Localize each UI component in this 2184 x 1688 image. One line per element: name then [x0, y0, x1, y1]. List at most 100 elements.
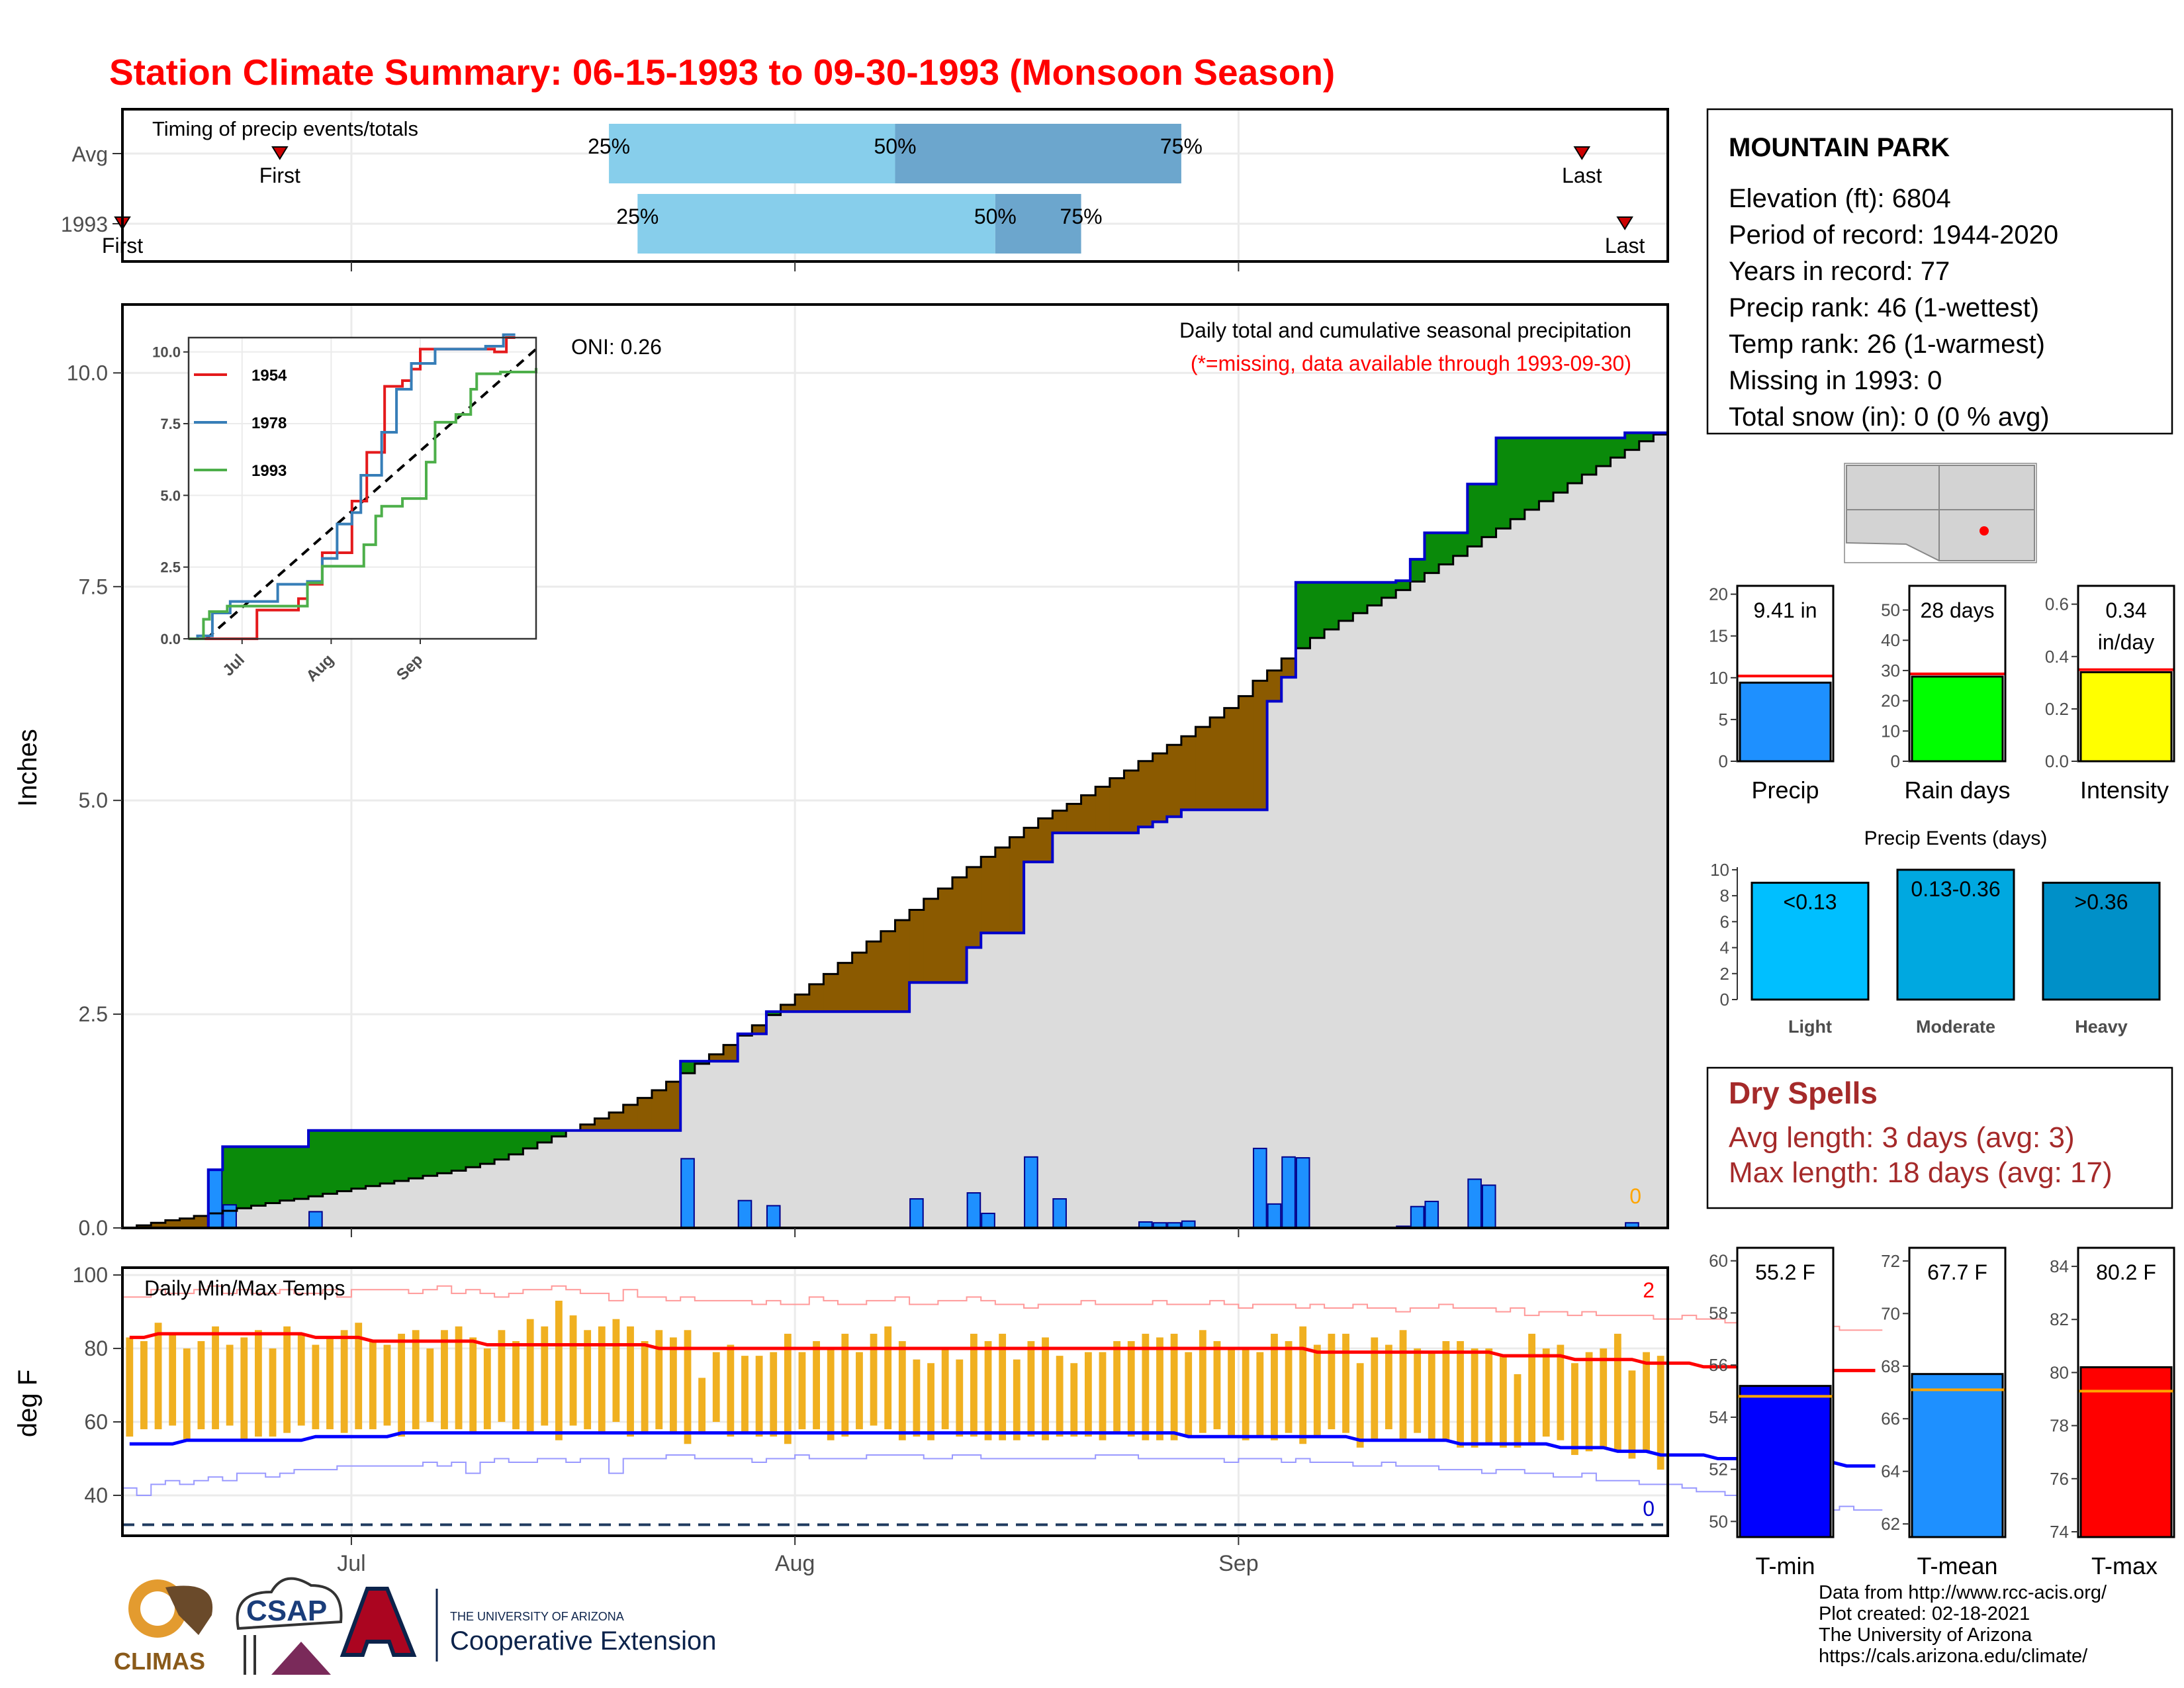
ua-logo-line2: Cooperative Extension [450, 1626, 716, 1656]
daily-temp-range-bar [698, 1378, 706, 1433]
daily-temp-range-bar [584, 1330, 592, 1430]
daily-temp-range-bar [498, 1330, 506, 1423]
mini-bar-ytick-label: 74 [2050, 1522, 2069, 1542]
above-average-area [1553, 438, 1569, 493]
timing-bar-50-75 [895, 124, 1181, 183]
daily-temp-range-bar [1643, 1352, 1650, 1452]
above-average-area [437, 1130, 452, 1174]
daily-temp-range-bar [1414, 1348, 1422, 1433]
credit-line: The University of Arizona [1819, 1624, 2032, 1646]
above-average-area [279, 1147, 295, 1201]
below-average-area [880, 931, 896, 1012]
data-credits: Data from http://www.rcc-acis.org/ Plot … [1819, 1582, 2107, 1667]
mini-bar-ytick-label: 60 [1709, 1251, 1728, 1271]
daily-temp-range-bar [1385, 1344, 1392, 1430]
below-average-area [666, 1082, 681, 1131]
above-average-area [1324, 582, 1340, 630]
precip-frame [121, 303, 1669, 1229]
below-average-area [895, 920, 910, 1012]
daily-precip-bar [1267, 1203, 1282, 1229]
above-average-area [1310, 582, 1325, 638]
below-average-area [952, 877, 968, 983]
daily-temp-range-bar [1457, 1340, 1464, 1448]
daily-temp-range-bar [1600, 1348, 1608, 1448]
events-category-label: Light [1788, 1017, 1832, 1037]
daily-temp-range-bar [1328, 1333, 1336, 1430]
csap-logo: CSAP [236, 1577, 343, 1675]
daily-temp-range-bar [784, 1333, 792, 1444]
daily-temp-range-bar [655, 1330, 663, 1430]
above-average-area [1510, 438, 1525, 520]
inset-legend-label: 1954 [251, 367, 287, 385]
events-bar [2042, 882, 2161, 1001]
precip-ylabel: Inches [13, 729, 42, 807]
dry-spells-max: Max length: 18 days (avg: 17) [1729, 1156, 2113, 1189]
below-average-area [151, 1223, 166, 1228]
above-average-area [1524, 438, 1540, 510]
above-average-area [1439, 532, 1454, 565]
events-ytick-label: 2 [1720, 964, 1729, 984]
mini-bar-ytick-label: 72 [1881, 1251, 1900, 1271]
below-average-area [1095, 786, 1111, 833]
daily-temp-range-bar [555, 1300, 563, 1440]
daily-precip-bar [766, 1205, 781, 1229]
above-average-area [236, 1147, 252, 1209]
credit-line: Data from http://www.rcc-acis.org/ [1819, 1582, 2107, 1603]
daily-precip-bar [680, 1158, 695, 1229]
avg-cumulative-area [122, 434, 1668, 1229]
year-cumulative-line [122, 431, 1668, 1229]
temp-xtick-label: Aug [775, 1551, 815, 1576]
below-average-area [1181, 736, 1197, 810]
daily-temp-range-bar [526, 1319, 534, 1433]
above-average-area [508, 1130, 523, 1154]
temp-xtick-label: Sep [1218, 1551, 1259, 1576]
below-average-area [1238, 696, 1253, 810]
mini-bar-ytick-label: 68 [1881, 1356, 1900, 1376]
below-average-area [1167, 745, 1182, 817]
daily-temp-range-bar [340, 1330, 348, 1433]
mini-bar-value [2079, 671, 2173, 763]
daily-temp-range-bar [1013, 1359, 1021, 1440]
daily-temp-range-bar [1127, 1340, 1135, 1437]
below-average-area [1281, 658, 1297, 678]
above-average-area [1496, 438, 1511, 529]
below-average-area [1009, 837, 1024, 933]
daily-temp-range-bar [455, 1326, 463, 1430]
daily-temp-range-bar [941, 1348, 949, 1430]
daily-temp-range-bar [1471, 1348, 1479, 1448]
mini-bar-value-label: in/day [2098, 630, 2154, 654]
daily-temp-range-bar [1213, 1340, 1221, 1430]
above-average-area [222, 1147, 238, 1211]
daily-temp-range-bar [254, 1330, 262, 1437]
precip-subtitle: (*=missing, data available through 1993-… [1191, 352, 1631, 375]
record-high-count: 2 [1643, 1278, 1655, 1302]
record-max-line [122, 1285, 1883, 1331]
events-ytick-label: 10 [1710, 860, 1729, 880]
daily-temp-range-bar [1271, 1333, 1278, 1440]
timing-bar-25-50 [609, 124, 895, 183]
daily-temp-range-bar [741, 1356, 749, 1433]
station-line: Years in record: 77 [1729, 257, 1950, 286]
daily-temp-range-bar [1585, 1352, 1593, 1452]
below-average-area [780, 1004, 796, 1012]
timing-frame [121, 108, 1669, 263]
daily-temp-range-bar [212, 1326, 219, 1430]
daily-temp-range-bar [827, 1348, 835, 1440]
mini-bar-category-label: T-min [1756, 1552, 1815, 1579]
above-average-area [265, 1147, 281, 1203]
daily-temp-range-bar [1242, 1348, 1250, 1440]
below-average-area [852, 953, 867, 1012]
timing-bar-50-75 [995, 194, 1081, 254]
below-average-area [995, 847, 1011, 933]
daily-temp-range-bar [884, 1326, 892, 1430]
daily-precip-bar [1281, 1156, 1296, 1229]
temp-ytick-label: 80 [84, 1336, 108, 1360]
station-info-box: MOUNTAIN PARK Elevation (ft): 6804 Perio… [1706, 108, 2173, 435]
precip-ytick-label: 0.0 [79, 1216, 108, 1240]
daily-temp-range-bar [383, 1344, 391, 1426]
daily-temp-range-bar [856, 1352, 863, 1430]
below-average-area [723, 1045, 739, 1062]
events-bar-label: >0.36 [2075, 890, 2128, 914]
below-average-area [709, 1054, 724, 1062]
last-event-label: Last [1605, 234, 1645, 258]
